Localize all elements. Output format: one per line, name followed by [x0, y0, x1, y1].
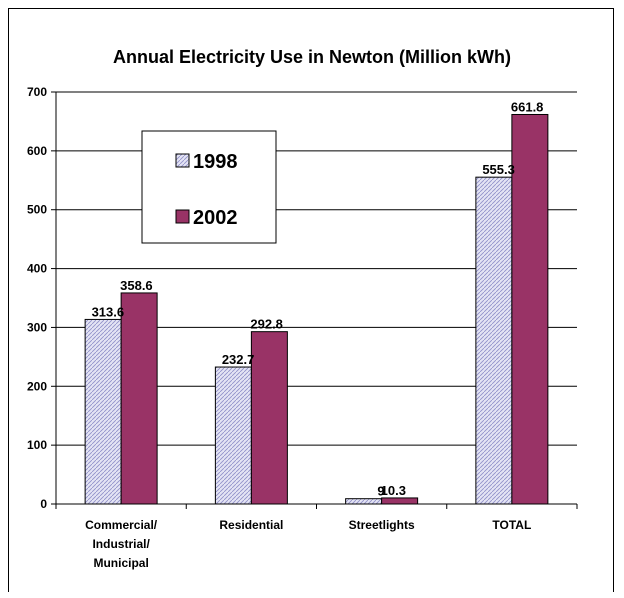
bar-2002-1	[250, 331, 288, 505]
bar-1998-0	[84, 318, 122, 505]
legend-box	[141, 130, 277, 244]
data-label: 9	[377, 484, 384, 499]
y-tick-label: 0	[40, 497, 47, 511]
y-tick-label: 600	[27, 144, 47, 158]
data-label: 10.3	[381, 483, 406, 498]
category-label: Commercial/Industrial/Municipal	[85, 518, 158, 570]
y-tick-label: 100	[27, 438, 47, 452]
bar-1998-2	[345, 498, 383, 505]
data-label: 358.6	[120, 278, 153, 293]
legend-label: 1998	[193, 151, 238, 173]
category-label: TOTAL	[492, 518, 531, 532]
bar-2002-2	[381, 497, 419, 505]
legend-swatch	[175, 209, 190, 224]
y-tick-label: 200	[27, 379, 47, 393]
y-tick-label: 300	[27, 320, 47, 334]
legend-swatch	[175, 153, 190, 168]
bar-1998-3	[475, 176, 513, 505]
y-tick-label: 700	[27, 85, 47, 99]
y-tick-label: 500	[27, 203, 47, 217]
bar-1998-1	[214, 366, 252, 505]
data-label: 292.8	[250, 317, 283, 332]
y-tick-label: 400	[27, 262, 47, 276]
category-label: Residential	[219, 518, 283, 532]
data-label: 313.6	[92, 304, 125, 319]
bar-2002-3	[511, 113, 549, 505]
data-label: 232.7	[222, 352, 255, 367]
chart-title: Annual Electricity Use in Newton (Millio…	[112, 47, 512, 67]
category-label: Streetlights	[349, 518, 415, 532]
data-label: 555.3	[482, 162, 515, 177]
legend-label: 2002	[193, 207, 238, 229]
bar-2002-0	[120, 292, 158, 505]
data-label: 661.8	[511, 99, 544, 114]
chart-frame	[8, 8, 614, 592]
